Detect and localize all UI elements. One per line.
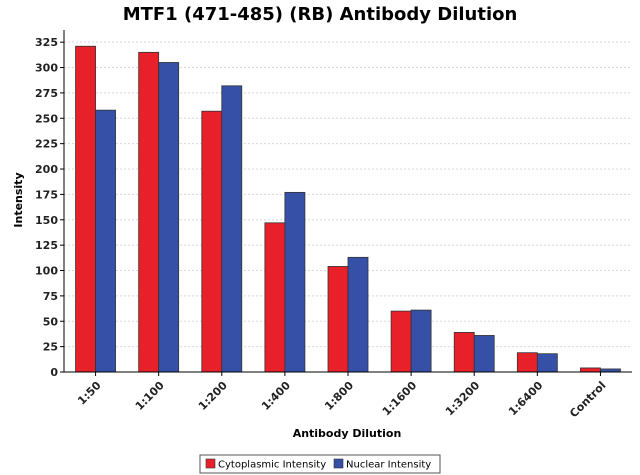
- bar-cytoplasmic: [327, 266, 349, 373]
- bar-cytoplasmic: [390, 310, 412, 373]
- y-tick-label: 100: [35, 265, 58, 278]
- y-tick-label: 75: [43, 290, 58, 303]
- y-tick-label: 225: [35, 138, 58, 151]
- bar-nuclear: [221, 85, 243, 373]
- bar-cytoplasmic: [201, 110, 223, 373]
- y-tick-label: 25: [43, 341, 58, 354]
- bar-nuclear: [410, 309, 432, 373]
- y-tick-label: 150: [35, 214, 58, 227]
- y-axis-label: Intensity: [12, 172, 25, 227]
- bar-nuclear: [95, 109, 116, 373]
- bar-cytoplasmic: [138, 51, 160, 373]
- x-tick-label: 1:200: [196, 379, 230, 413]
- legend-box: [199, 454, 441, 474]
- x-axis-label: Antibody Dilution: [293, 427, 402, 440]
- x-tick-label: Control: [567, 379, 608, 420]
- legend-swatch: [205, 458, 216, 469]
- x-tick-label: 1:3200: [443, 379, 483, 419]
- y-tick-label: 250: [35, 112, 58, 125]
- y-tick-label: 200: [35, 163, 58, 176]
- x-tick-labels: 1:50 1:100 1:200 1:400 1:800 1:1600 1:3200 1:64…: [75, 372, 609, 420]
- y-tick-label: 125: [35, 239, 58, 252]
- x-tick-label: 1:100: [133, 379, 167, 413]
- bar-cytoplasmic: [264, 222, 286, 373]
- legend-entry: Nuclear Intensity: [346, 460, 431, 471]
- bar-nuclear: [536, 353, 558, 373]
- y-tick-labels: 0 25 50 75 100 125 150 175 200 225 250 275 300 325: [35, 36, 64, 379]
- bars: [75, 45, 621, 373]
- x-tick-label: 1:400: [259, 379, 293, 413]
- y-tick-label: 325: [35, 36, 58, 49]
- bar-nuclear: [347, 256, 369, 373]
- bar-cytoplasmic: [453, 332, 475, 373]
- y-tick-label: 50: [43, 315, 59, 328]
- legend-swatch: [333, 458, 344, 469]
- x-tick-label: 1:800: [322, 379, 356, 413]
- bar-cytoplasmic: [516, 352, 538, 373]
- chart-title: MTF1 (471-485) (RB) Antibody Dilution: [123, 4, 518, 25]
- y-tick-label: 300: [35, 62, 58, 75]
- y-tick-label: 175: [35, 188, 58, 201]
- bar-cytoplasmic: [75, 45, 96, 373]
- bar-nuclear: [473, 335, 495, 373]
- x-tick-label: 1:1600: [380, 379, 420, 419]
- y-tick-label: 0: [50, 366, 58, 379]
- x-tick-label: 1:6400: [506, 379, 546, 419]
- legend-entry: Cytoplasmic Intensity: [218, 460, 326, 471]
- bar-cytoplasmic: [580, 367, 601, 373]
- x-tick-label: 1:50: [75, 379, 104, 408]
- legend: Cytoplasmic Intensity Nuclear Intensity: [199, 454, 441, 474]
- bar-nuclear: [158, 62, 180, 373]
- y-tick-label: 275: [35, 87, 58, 100]
- bar-nuclear: [284, 191, 306, 373]
